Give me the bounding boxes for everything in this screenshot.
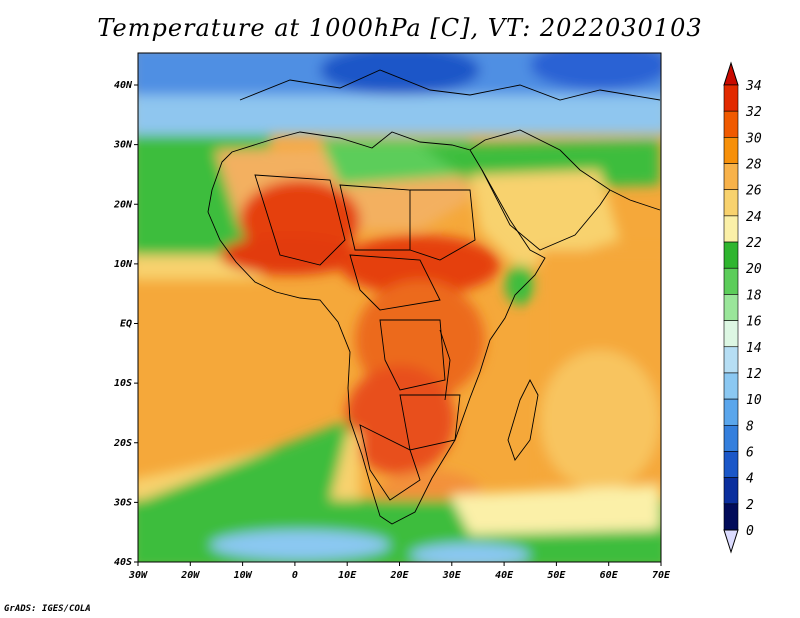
lon-tick-label: 30E <box>442 570 462 581</box>
lat-tick-label: EQ <box>120 319 132 330</box>
lat-tick-label: 30S <box>113 497 132 508</box>
lat-tick-label: 40S <box>114 557 132 568</box>
lon-tick-label: 10E <box>338 570 357 581</box>
colorbar-segment <box>723 84 739 112</box>
lon-tick-label: 20W <box>180 570 200 581</box>
colorbar-segment <box>723 503 739 531</box>
colorbar-label: 30 <box>745 131 762 146</box>
longitude-axis: 30W 20W 10W 0 10E 20E 30E 40E 50E 60E 70E <box>128 562 671 581</box>
colorbar-segment <box>723 398 739 426</box>
colorbar-bottom-arrow <box>723 529 739 554</box>
lat-tick-label: 10N <box>114 259 133 270</box>
colorbar-segment <box>723 424 739 452</box>
lon-tick-label: 60E <box>600 570 619 581</box>
colorbar-segment <box>723 163 739 191</box>
africa-coastline <box>207 69 661 525</box>
colorbar-label: 12 <box>746 367 762 382</box>
colorbar-segment <box>723 267 739 295</box>
lon-tick-label: 10W <box>234 570 253 581</box>
colorbar-segment <box>723 477 739 505</box>
colorbar-label: 34 <box>745 79 762 94</box>
lat-tick-label: 10S <box>114 378 132 389</box>
colorbar-label: 14 <box>746 341 762 356</box>
lon-tick-label: 0 <box>292 570 298 581</box>
lon-tick-label: 70E <box>652 570 671 581</box>
colorbar-label: 24 <box>746 210 762 225</box>
colorbar-segment <box>723 372 739 400</box>
colorbar-label: 16 <box>746 315 762 330</box>
colorbar-label: 26 <box>746 184 762 199</box>
lat-tick-label: 20N <box>113 199 133 210</box>
colorbar-segment <box>723 110 739 138</box>
lat-tick-label: 30N <box>113 140 133 151</box>
lon-tick-label: 20E <box>389 570 409 581</box>
lat-tick-label: 40N <box>114 80 133 91</box>
credit-text: GrADS: IGES/COLA <box>4 604 91 614</box>
colorbar-label: 28 <box>746 158 762 173</box>
colorbar-label: 8 <box>746 419 754 434</box>
lon-tick-label: 50E <box>547 570 566 581</box>
colorbar-segment <box>723 215 739 243</box>
colorbar-segment <box>723 241 739 269</box>
colorbar-top-arrow <box>723 61 739 86</box>
colorbar-segment <box>723 189 739 217</box>
lon-tick-label: 30W <box>128 570 148 581</box>
colorbar-segment <box>723 451 739 478</box>
colorbar-label: 22 <box>746 236 762 251</box>
latitude-axis: 40N 30N 20N 10N EQ 10S 20S 30S 40S <box>113 80 138 568</box>
colorbar-label: 6 <box>746 445 754 460</box>
colorbar-label: 0 <box>746 524 754 539</box>
colorbar-label: 10 <box>746 393 762 408</box>
lat-tick-label: 20S <box>113 438 132 449</box>
map-title: Temperature at 1000hPa [C], VT: 20220301… <box>97 14 703 42</box>
colorbar-label: 18 <box>746 288 762 303</box>
colorbar-label: 32 <box>745 105 762 120</box>
colorbar-label: 4 <box>746 472 754 487</box>
lon-tick-label: 40E <box>495 570 514 581</box>
colorbar-segment <box>723 346 739 374</box>
colorbar-segment <box>723 320 739 348</box>
colorbar-segment <box>723 137 739 164</box>
colorbar-segment <box>723 294 739 321</box>
map-plot-area <box>138 53 661 562</box>
colorbar-label: 20 <box>746 262 762 277</box>
colorbar-label: 2 <box>746 498 754 513</box>
